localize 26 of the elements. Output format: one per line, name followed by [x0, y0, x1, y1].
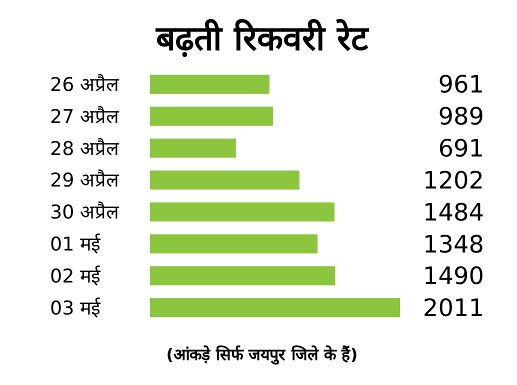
- data-label: 691: [438, 134, 484, 163]
- data-label: 1484: [422, 198, 484, 226]
- bar: [150, 298, 400, 318]
- y-tick-label: 26 अप्रैल: [50, 72, 120, 96]
- bar: [150, 202, 334, 222]
- y-tick-label: 03 मई: [50, 296, 102, 320]
- y-tick-label: 27 अप्रैल: [50, 104, 120, 128]
- bar: [150, 106, 273, 126]
- bar: [150, 234, 318, 254]
- y-tick-label: 01 मई: [50, 232, 102, 256]
- data-label: 961: [438, 70, 484, 99]
- data-label: 2011: [422, 294, 484, 322]
- bar: [150, 138, 236, 158]
- chart-title: बढ़ती रिकवरी रेट: [155, 18, 370, 59]
- y-tick-label: 30 अप्रैल: [50, 200, 120, 224]
- y-tick-label: 28 अप्रैल: [50, 136, 120, 160]
- data-label: 1348: [422, 230, 484, 258]
- data-label: 989: [438, 102, 484, 131]
- bar: [150, 170, 300, 190]
- bar: [150, 74, 270, 94]
- y-tick-label: 29 अप्रैल: [50, 168, 120, 192]
- data-label: 1490: [422, 262, 484, 290]
- data-label: 1202: [422, 166, 484, 194]
- bar: [150, 266, 336, 286]
- y-tick-label: 02 मई: [50, 264, 102, 288]
- text: (आंकड़े सिर्फ जयपुर जिले के हैं): [166, 345, 358, 365]
